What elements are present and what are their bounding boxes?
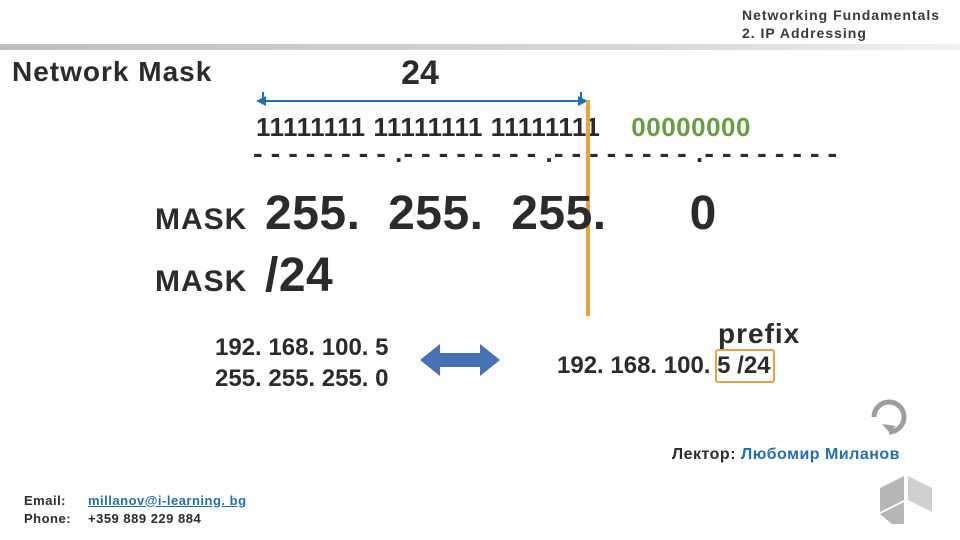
ip-with-mask: 192. 168. 100. 5 255. 255. 255. 0 <box>215 332 388 394</box>
dash-row: --------.--------.--------.-------- <box>250 140 842 170</box>
lecturer-label: Лектор: <box>672 446 736 463</box>
header-text: Networking Fundamentals 2. IP Addressing <box>742 6 940 42</box>
mask-label-2: MASK <box>155 265 247 299</box>
ip-line: 192. 168. 100. 5 <box>215 332 388 363</box>
header-rule <box>0 44 960 50</box>
phone-label: Phone: <box>24 510 74 528</box>
mask-label-1: MASK <box>155 203 247 237</box>
slide-title: Network Mask <box>12 56 212 88</box>
footer-contact: Email: millanov@i-learning. bg Phone: +3… <box>24 492 247 528</box>
lecturer: Лектор: Любомир Миланов <box>672 446 900 464</box>
bits-ones: 11111111 11111111 11111111 <box>256 112 600 142</box>
phone-number: +359 889 229 884 <box>88 510 201 528</box>
double-arrow-icon <box>420 340 500 380</box>
email-label: Email: <box>24 492 74 510</box>
mask-value-prefix: /24 <box>265 248 333 303</box>
prefix-highlight-box <box>715 349 775 383</box>
email-link[interactable]: millanov@i-learning. bg <box>88 492 247 510</box>
bracket-span <box>262 58 582 102</box>
binary-row: 11111111 11111111 11111111 00000000 <box>256 112 751 143</box>
mask-row-prefix: MASK /24 <box>155 248 333 303</box>
mask-line: 255. 255. 255. 0 <box>215 363 388 394</box>
mask-value-decimal: 255. 255. 255. 0 <box>265 186 717 241</box>
prefix-label: prefix <box>718 318 800 350</box>
mask-row-decimal: MASK 255. 255. 255. 0 <box>155 186 717 241</box>
lecturer-name: Любомир Миланов <box>741 446 900 463</box>
logo-icon <box>880 476 936 524</box>
header-line-2: 2. IP Addressing <box>742 24 940 42</box>
header-line-1: Networking Fundamentals <box>742 6 940 24</box>
refresh-icon <box>862 390 916 444</box>
bits-zeros: 00000000 <box>631 112 751 142</box>
